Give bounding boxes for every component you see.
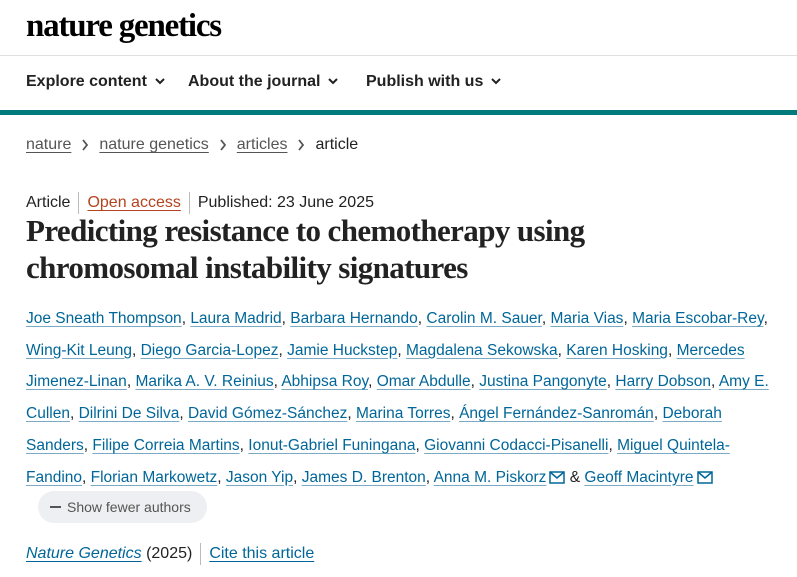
- citation-year: (2025): [142, 545, 193, 563]
- meta-divider: [78, 192, 80, 214]
- author-link[interactable]: Barbara Hernando: [290, 310, 418, 327]
- author-link[interactable]: Amy E. Cullen: [26, 373, 769, 423]
- journal-link[interactable]: Nature Genetics: [26, 545, 142, 562]
- author-link[interactable]: Justina Pangonyte: [479, 373, 607, 391]
- nav-label: Publish with us: [366, 73, 484, 90]
- published-date: Published: 23 June 2025: [197, 194, 374, 211]
- author-link[interactable]: Marina Torres: [355, 405, 451, 423]
- site-header: nature genetics: [0, 0, 797, 56]
- author-link[interactable]: Florian Markowetz: [90, 468, 218, 486]
- author-link[interactable]: David Gómez-Sánchez: [187, 405, 348, 423]
- author-link[interactable]: Ionut-Gabriel Funingana: [248, 436, 416, 454]
- show-fewer-label: Show fewer authors: [67, 499, 191, 515]
- author-list: Joe Sneath Thompson, Laura Madrid, Barba…: [26, 303, 786, 495]
- author-link[interactable]: Geoff Macintyre: [584, 468, 694, 486]
- article-title: Predicting resistance to chemotherapy us…: [26, 213, 585, 285]
- author-link[interactable]: Diego Garcia-Lopez: [140, 341, 279, 359]
- cite-article-link[interactable]: Cite this article: [209, 545, 315, 562]
- breadcrumb-articles[interactable]: articles: [236, 136, 288, 153]
- citation-divider: [200, 543, 202, 565]
- breadcrumb-nature-genetics[interactable]: nature genetics: [99, 136, 209, 153]
- author-link[interactable]: Omar Abdulle: [376, 373, 471, 391]
- author-link[interactable]: Deborah Sanders: [26, 405, 722, 454]
- author-link[interactable]: Abhipsa Roy: [281, 373, 369, 391]
- minus-icon: [50, 506, 61, 508]
- author-link[interactable]: Giovanni Codacci-Pisanelli: [424, 436, 609, 454]
- chevron-down-icon: [491, 78, 502, 85]
- author-link[interactable]: Jamie Huckstep: [287, 341, 398, 359]
- author-link[interactable]: Harry Dobson: [615, 373, 712, 391]
- chevron-right-icon: [71, 139, 99, 151]
- author-link[interactable]: Wing-Kit Leung: [26, 341, 132, 359]
- author-link[interactable]: James D. Brenton: [301, 468, 426, 486]
- breadcrumb-nature[interactable]: nature: [26, 136, 72, 153]
- article-meta: Article Open access Published: 23 June 2…: [26, 192, 374, 214]
- author-link[interactable]: Joe Sneath Thompson: [26, 310, 182, 327]
- author-link[interactable]: Filipe Correia Martins: [92, 436, 240, 454]
- chevron-right-icon: [287, 139, 315, 151]
- meta-divider: [188, 192, 190, 214]
- author-link[interactable]: Ángel Fernández-Sanromán: [459, 405, 654, 423]
- nav-about-journal[interactable]: About the journal: [188, 73, 339, 91]
- author-link[interactable]: Carolin M. Sauer: [426, 310, 542, 327]
- chevron-down-icon: [328, 78, 339, 85]
- nav-publish-with-us[interactable]: Publish with us: [366, 73, 502, 91]
- author-link[interactable]: Maria Escobar-Rey: [632, 310, 764, 327]
- author-link[interactable]: Anna M. Piskorz: [433, 468, 547, 486]
- chevron-down-icon: [155, 78, 165, 85]
- author-link[interactable]: Mercedes Jimenez-Linan: [26, 341, 745, 391]
- breadcrumb-current: article: [315, 136, 359, 153]
- author-link[interactable]: Jason Yip: [225, 468, 294, 486]
- email-icon[interactable]: [696, 464, 713, 496]
- main-nav: Explore content About the journal Publis…: [0, 56, 797, 110]
- author-link[interactable]: Dilrini De Silva: [78, 405, 180, 423]
- open-access-link[interactable]: Open access: [87, 194, 181, 211]
- email-icon[interactable]: [549, 464, 566, 496]
- citation-line: Nature Genetics (2025) Cite this article: [26, 543, 314, 565]
- author-link[interactable]: Magdalena Sekowska: [405, 341, 558, 359]
- nav-label: Explore content: [26, 73, 147, 90]
- nav-explore-content[interactable]: Explore content: [26, 73, 165, 91]
- author-link[interactable]: Miguel Quintela-Fandino: [26, 436, 730, 486]
- breadcrumb: nature nature genetics articles article: [26, 136, 358, 154]
- nav-label: About the journal: [188, 73, 321, 90]
- show-fewer-authors-button[interactable]: Show fewer authors: [38, 491, 207, 523]
- year-text: (2025): [146, 545, 193, 562]
- chevron-right-icon: [209, 139, 237, 151]
- author-link[interactable]: Marika A. V. Reinius: [135, 373, 274, 391]
- accent-divider: [0, 110, 797, 115]
- author-link[interactable]: Karen Hosking: [566, 341, 668, 359]
- author-ampersand: &: [569, 468, 581, 486]
- article-type: Article: [26, 194, 71, 211]
- site-logo[interactable]: nature genetics: [26, 8, 222, 44]
- author-link[interactable]: Maria Vias: [550, 310, 624, 327]
- author-link[interactable]: Laura Madrid: [190, 310, 282, 327]
